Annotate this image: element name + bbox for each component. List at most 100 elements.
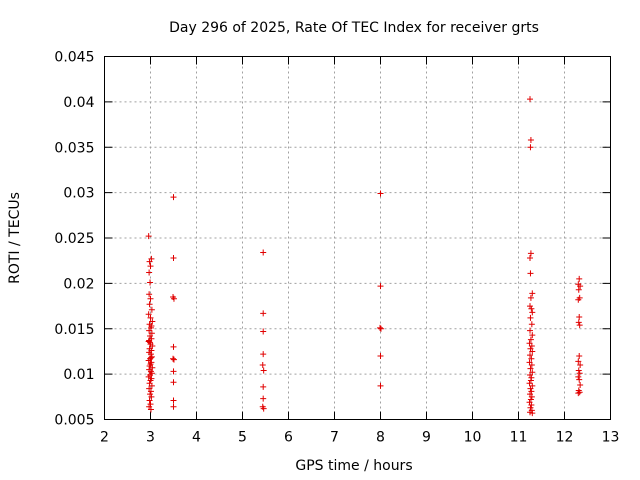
y-tick-label: 0.01 (63, 367, 94, 383)
data-point (576, 370, 583, 377)
data-point (527, 377, 534, 384)
data-point (148, 306, 155, 313)
data-point (259, 362, 266, 369)
data-point (147, 279, 154, 286)
data-point (527, 254, 533, 261)
data-point (146, 397, 153, 404)
data-point (377, 324, 384, 331)
y-tick-label: 0.025 (54, 231, 94, 247)
x-tick-labels: 2 3 4 5 6 7 8 9 10 11 12 13 (100, 430, 619, 446)
data-point (377, 325, 384, 332)
data-point (260, 249, 267, 256)
data-point (260, 395, 267, 402)
data-point (170, 194, 177, 201)
data-point (527, 250, 534, 257)
data-point (145, 233, 152, 240)
y-tick-labels: 0.005 0.01 0.015 0.02 0.025 0.03 0.035 0.04 0.04… (54, 50, 94, 429)
data-point (170, 355, 177, 362)
x-tick-label: 12 (556, 430, 574, 446)
x-tick-label: 11 (510, 430, 528, 446)
data-point (170, 343, 177, 350)
data-point (527, 365, 534, 372)
data-point (260, 351, 267, 358)
x-axis-label: GPS time / hours (295, 458, 412, 474)
data-point (170, 403, 177, 410)
y-tick-label: 0.035 (54, 140, 94, 156)
data-point (528, 388, 535, 395)
data-point (170, 379, 177, 386)
data-point (528, 393, 535, 400)
data-point (260, 328, 267, 335)
data-point (147, 388, 154, 395)
data-point (575, 286, 582, 293)
data-point (260, 383, 267, 390)
data-point (577, 283, 584, 290)
data-point (170, 368, 177, 375)
chart-title: Day 296 of 2025, Rate Of TEC Index for r… (169, 20, 539, 36)
x-tick-label: 2 (100, 430, 109, 446)
data-point (147, 314, 154, 321)
data-point (170, 356, 177, 363)
data-point (149, 364, 156, 371)
x-tick-label: 5 (238, 430, 247, 446)
x-tick-label: 9 (422, 430, 431, 446)
data-point (527, 352, 533, 359)
data-point (528, 362, 535, 369)
data-point (146, 291, 153, 298)
data-point (146, 269, 153, 276)
data-point (146, 301, 153, 308)
data-point (576, 352, 583, 359)
data-point (170, 295, 177, 302)
data-point (576, 313, 583, 320)
y-tick-label: 0.045 (54, 50, 94, 66)
x-tick-label: 4 (192, 430, 201, 446)
y-tick-label: 0.03 (63, 186, 94, 202)
x-tick-label: 10 (464, 430, 482, 446)
data-point (577, 362, 584, 369)
data-point (145, 311, 152, 318)
data-point (529, 290, 536, 297)
data-point (147, 354, 154, 361)
data-point (527, 96, 533, 103)
data-point (260, 310, 267, 317)
data-point (575, 373, 582, 380)
data-point (527, 270, 534, 277)
data-point (527, 144, 534, 151)
data-point (146, 327, 153, 334)
plot-frame (104, 56, 611, 420)
data-point (577, 382, 584, 389)
data-points (145, 96, 584, 417)
data-point (147, 295, 154, 302)
data-point (147, 333, 154, 340)
data-point (528, 305, 535, 312)
data-point (528, 355, 535, 362)
x-tick-label: 3 (146, 430, 155, 446)
data-point (528, 342, 535, 349)
data-point (575, 358, 582, 365)
data-point (148, 382, 155, 389)
x-tick-label: 8 (376, 430, 385, 446)
data-point (575, 390, 582, 397)
data-point (147, 391, 154, 398)
data-point (527, 303, 533, 310)
data-point (527, 372, 533, 379)
data-point (529, 332, 536, 339)
data-point (377, 283, 384, 290)
data-point (148, 393, 155, 400)
data-point (527, 327, 533, 334)
data-point (529, 309, 536, 316)
data-point (575, 319, 582, 326)
data-point (527, 385, 534, 392)
data-point (148, 255, 155, 262)
y-tick-label: 0.02 (63, 276, 94, 292)
y-tick-label: 0.005 (54, 413, 94, 429)
y-axis-label: ROTI / TECUs (7, 192, 23, 284)
data-point (377, 382, 384, 389)
data-point (147, 263, 154, 270)
data-point (170, 397, 177, 404)
data-point (527, 396, 534, 403)
x-tick-label: 7 (330, 430, 339, 446)
data-point (147, 377, 154, 384)
data-point (576, 322, 583, 329)
